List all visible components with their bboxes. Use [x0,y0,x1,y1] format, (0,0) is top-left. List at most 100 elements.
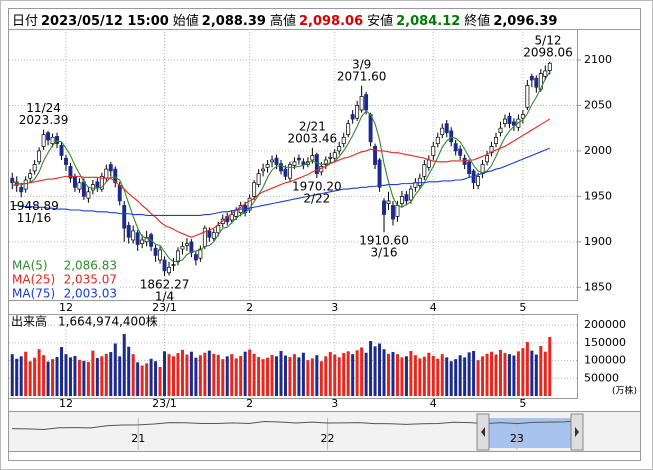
volume-bar [68,357,72,396]
candle-body [467,161,472,174]
candle-body [511,121,516,126]
candle-body [180,246,185,250]
candle-body [68,166,73,179]
annotation-value: 1970.20 [292,180,342,194]
volume-bar [373,346,377,396]
candle-body [211,232,216,239]
volume-bar [328,352,332,396]
candle-body [422,164,427,177]
candle-body [377,159,382,188]
volume-bar [337,357,341,396]
y-tick-label: 2050 [584,98,612,111]
volume-bar [118,356,122,396]
volume-bar [77,359,81,396]
volume-bar [485,353,489,396]
candle-body [167,266,171,274]
header-label: 安値 [367,14,394,29]
candle-body [458,148,463,156]
annotation-date: 11/16 [17,211,52,225]
volume-bar [498,349,502,396]
volume-bar [324,356,328,396]
volume-bar [543,351,547,396]
candle-body [391,205,395,220]
candle-body [525,85,530,108]
candle-body [485,155,489,163]
volume-bar [163,351,167,396]
volume-bar [404,356,408,396]
candle-body [520,114,525,119]
candle-body [373,146,378,165]
candle-body [279,163,283,172]
header-value: 2,084.12 [396,14,461,29]
volume-bar [42,355,46,396]
volume-bar [395,354,399,396]
candle-body [184,243,189,246]
candle-body [32,164,37,172]
x-tick-label: 2 [246,301,253,314]
header-value: 2,098.06 [298,14,364,29]
candle-body [355,105,360,119]
candle-body [346,123,351,135]
volume-bar [454,359,458,396]
candle-body [10,177,15,184]
volume-bar [400,357,404,396]
legend-name: MA(75) [12,287,55,301]
candle-body [28,173,33,179]
volume-bar [180,349,184,396]
volume-panel [8,314,578,399]
candle-body [288,164,292,179]
candle-body [50,136,55,144]
volume-bar [534,354,538,396]
candle-body [176,250,180,263]
candle-body [444,123,449,134]
volume-bar [252,353,256,396]
annotation-date: 11/24 [26,101,61,115]
volume-bar [140,365,144,396]
x-tick-label: 4 [430,301,437,314]
y-tick-label: 200000 [584,318,626,331]
volume-bar [387,353,391,396]
candle-body [323,159,328,165]
candle-body [314,154,319,174]
x-tick-label: 23/1 [152,301,177,314]
volume-bar [548,336,552,396]
volume-bar [458,355,462,396]
volume-bar [494,354,498,396]
candle-body [104,168,109,179]
y-tick-label: 2100 [584,53,612,66]
volume-bar [51,359,55,396]
x-tick-label: 12 [59,397,73,410]
candle-body [494,136,498,144]
candle-body [55,136,59,144]
candle-body [46,132,51,141]
volume-bar [490,351,494,396]
volume-bar [46,361,50,396]
candle-body [126,225,131,238]
volume-bar [248,349,252,396]
candle-body [332,152,337,159]
volume-bar [279,350,283,396]
volume-bar [418,358,422,396]
volume-bar [24,351,28,396]
candle-body [144,236,149,243]
volume-bar [64,354,68,396]
candle-body [310,155,315,161]
header-label: 日付 [12,14,39,29]
volume-bar [449,361,453,396]
candle-body [108,164,113,172]
candle-body [368,114,373,143]
volume-bar [467,352,471,396]
volume-bar [301,352,305,396]
nav-handle-arrow [481,427,485,437]
candle-body [395,205,400,217]
annotation-value: 2071.60 [337,69,387,83]
volume-bar [481,356,485,396]
candle-body [99,176,104,190]
candle-body [359,96,364,111]
candle-body [426,159,431,168]
volume-bar [445,357,449,396]
volume-bar [319,361,323,396]
volume-bar [212,353,216,396]
volume-bar [207,350,211,396]
